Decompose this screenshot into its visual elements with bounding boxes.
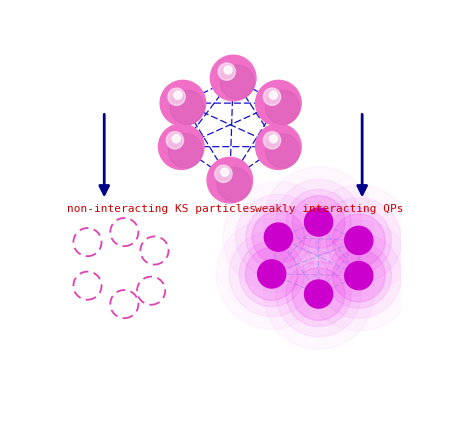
Circle shape — [269, 135, 278, 144]
Circle shape — [286, 262, 351, 327]
Circle shape — [256, 81, 301, 127]
Circle shape — [174, 92, 182, 100]
Circle shape — [224, 67, 232, 75]
Circle shape — [245, 248, 298, 301]
Circle shape — [264, 224, 293, 252]
Circle shape — [217, 168, 251, 202]
Circle shape — [158, 125, 204, 170]
Circle shape — [286, 190, 351, 255]
Circle shape — [326, 208, 391, 273]
Circle shape — [263, 132, 281, 150]
Circle shape — [210, 56, 256, 102]
Circle shape — [345, 227, 373, 255]
Circle shape — [218, 64, 236, 81]
Circle shape — [256, 125, 301, 170]
Circle shape — [229, 232, 314, 317]
Circle shape — [236, 195, 321, 280]
Circle shape — [166, 132, 183, 150]
Circle shape — [276, 180, 361, 265]
Circle shape — [316, 198, 401, 283]
Circle shape — [239, 242, 304, 307]
Circle shape — [276, 252, 361, 337]
Circle shape — [168, 89, 185, 106]
Circle shape — [265, 135, 299, 168]
Circle shape — [265, 91, 299, 125]
Circle shape — [326, 243, 391, 309]
Text: non-interacting KS particles: non-interacting KS particles — [67, 203, 256, 213]
Circle shape — [345, 262, 373, 290]
Circle shape — [160, 81, 206, 127]
Text: weakly interacting QPs: weakly interacting QPs — [255, 203, 404, 213]
Circle shape — [333, 214, 385, 267]
Circle shape — [258, 260, 286, 288]
Circle shape — [215, 166, 232, 183]
Circle shape — [168, 135, 202, 168]
Circle shape — [220, 66, 254, 100]
Circle shape — [316, 233, 401, 319]
Circle shape — [304, 280, 333, 309]
Circle shape — [333, 250, 385, 302]
Circle shape — [170, 91, 204, 125]
Circle shape — [292, 268, 345, 321]
Circle shape — [263, 89, 281, 106]
Circle shape — [221, 169, 229, 177]
Circle shape — [252, 211, 305, 264]
Circle shape — [172, 135, 180, 144]
Circle shape — [246, 205, 311, 270]
Circle shape — [269, 92, 278, 100]
Circle shape — [292, 196, 345, 249]
Circle shape — [207, 158, 253, 204]
Circle shape — [304, 208, 333, 237]
